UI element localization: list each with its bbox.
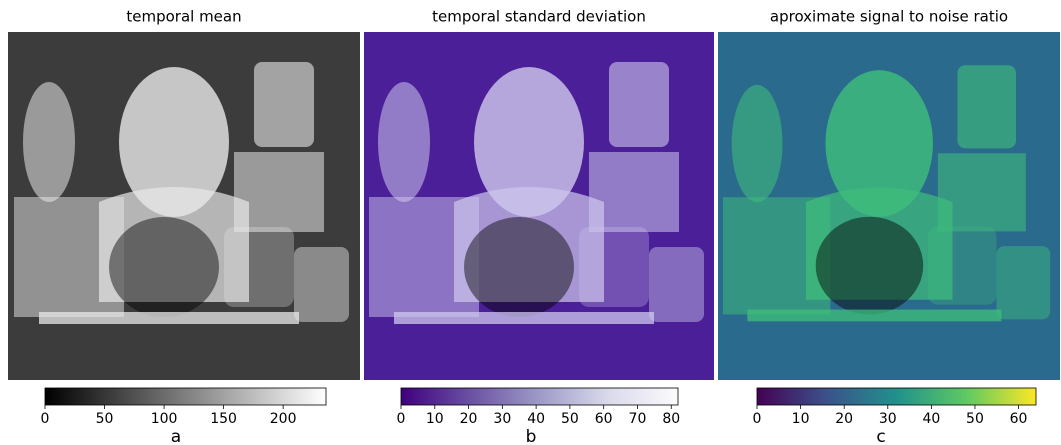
- x-tick-label: 20: [835, 411, 853, 427]
- x-tick-label: 100: [151, 411, 178, 427]
- x-tick-label: 0: [397, 411, 406, 427]
- x-tick-label: 40: [922, 411, 940, 427]
- x-tick-label: 30: [879, 411, 897, 427]
- panel-label: c: [876, 427, 885, 445]
- image-panel-c: [718, 32, 1060, 380]
- x-tick-label: 60: [595, 411, 613, 427]
- x-tick-label: 50: [96, 411, 114, 427]
- x-tick-label: 10: [426, 411, 444, 427]
- x-tick-label: 60: [1010, 411, 1028, 427]
- x-tick-label: 70: [629, 411, 647, 427]
- x-tick-label: 40: [527, 411, 545, 427]
- x-tick-label: 80: [662, 411, 680, 427]
- panel-label: b: [526, 427, 537, 445]
- image-panel-b: [364, 32, 714, 380]
- figure: temporal mean050100150200atemporal stand…: [0, 0, 1061, 445]
- colorbar: [45, 388, 326, 405]
- x-tick-label: 150: [210, 411, 237, 427]
- x-tick-label: 20: [460, 411, 478, 427]
- x-tick-label: 50: [966, 411, 984, 427]
- colorbar: [401, 388, 678, 405]
- image-panel-a: [8, 32, 360, 380]
- x-tick-label: 50: [561, 411, 579, 427]
- x-tick-label: 30: [493, 411, 511, 427]
- colorbar: [757, 388, 1036, 405]
- panel-label: a: [171, 427, 181, 445]
- x-tick-label: 10: [792, 411, 810, 427]
- x-tick-label: 200: [270, 411, 297, 427]
- x-tick-label: 0: [753, 411, 762, 427]
- panel-title: temporal standard deviation: [432, 8, 646, 26]
- panel-title: aproximate signal to noise ratio: [770, 8, 1008, 26]
- panel-title: temporal mean: [126, 8, 241, 26]
- x-tick-label: 0: [41, 411, 50, 427]
